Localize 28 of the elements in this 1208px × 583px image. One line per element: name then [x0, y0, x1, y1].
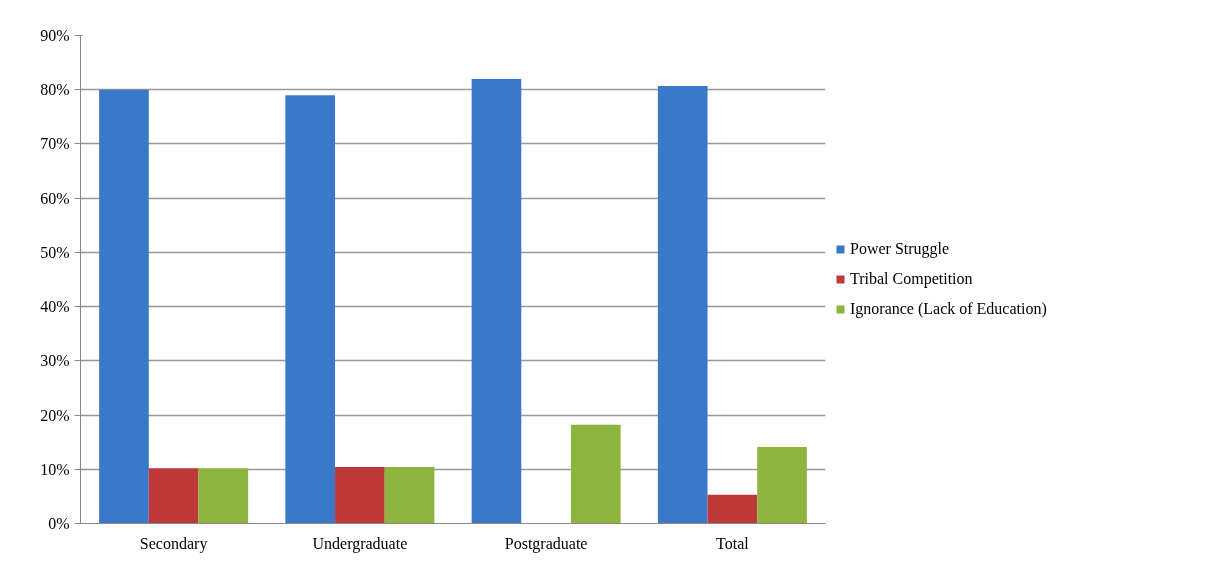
bar: [99, 89, 149, 524]
y-tick-label: 20%: [40, 406, 70, 424]
y-tick-label: 90%: [40, 27, 70, 44]
bar: [148, 468, 199, 524]
y-tick-label: 10%: [40, 460, 70, 478]
bar: [471, 78, 522, 524]
bar: [657, 85, 708, 524]
legend-label: Power Struggle: [850, 240, 950, 258]
bar: [707, 494, 758, 524]
bar: [757, 447, 807, 524]
legend-label: Ignorance (Lack of Education): [850, 300, 1047, 318]
legend-label: Tribal Competition: [850, 270, 973, 288]
bar: [285, 95, 336, 524]
x-tick-label: Undergraduate: [312, 534, 408, 553]
x-tick-label: Secondary: [139, 534, 208, 553]
y-tick-label: 50%: [40, 243, 70, 261]
x-tick-label: Postgraduate: [504, 534, 588, 553]
y-tick-label: 70%: [40, 135, 70, 153]
y-tick-label: 0%: [48, 515, 70, 532]
bar: [570, 424, 621, 524]
y-tick-label: 40%: [40, 298, 70, 316]
bar: [384, 467, 435, 524]
y-tick-label: 60%: [40, 189, 70, 207]
y-tick-label: 80%: [40, 81, 70, 99]
bar: [198, 468, 249, 524]
x-tick-label: Total: [716, 534, 750, 552]
y-tick-label: 30%: [40, 352, 70, 370]
bar: [335, 467, 385, 524]
